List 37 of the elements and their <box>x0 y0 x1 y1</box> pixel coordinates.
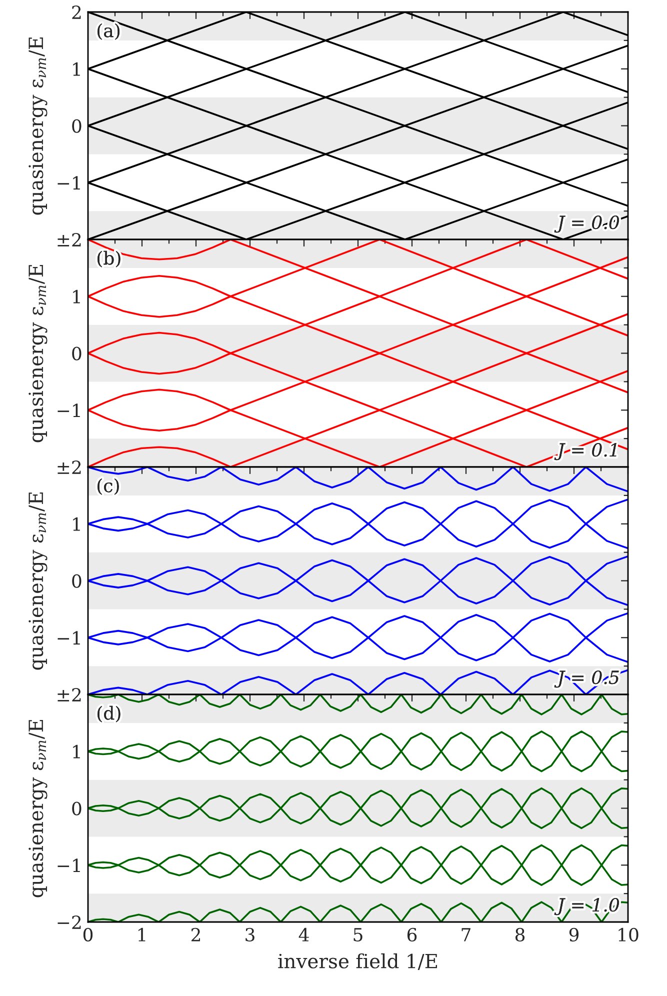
y-tick-label: −1 <box>58 176 80 190</box>
y-axis-title: quasienergy ε$_{νm}$/E <box>28 264 48 442</box>
y-tick-label: 0 <box>72 119 82 133</box>
x-tick-label: 3 <box>246 928 254 942</box>
y-tick-label: −1 <box>58 404 80 417</box>
x-tick-label: 8 <box>515 928 525 942</box>
x-tick-label: 9 <box>569 928 579 942</box>
x-tick-label: 0 <box>83 928 93 942</box>
y-axis-title: quasienergy ε$_{νm}$/E <box>28 492 48 670</box>
x-tick-label: 7 <box>462 928 470 942</box>
y-tick-label: ±2 <box>58 232 81 246</box>
x-axis-title: inverse field 1/E <box>278 953 437 970</box>
y-tick-label: −1 <box>58 858 80 872</box>
annotation: (c) <box>98 478 119 495</box>
y-tick-label: 0 <box>72 574 82 588</box>
y-tick-label: 1 <box>73 290 80 304</box>
x-tick-label: 6 <box>407 928 417 942</box>
annotation: (d) <box>98 706 120 722</box>
y-tick-label: 0 <box>72 802 82 816</box>
y-tick-label: 1 <box>73 517 80 531</box>
x-tick-label: 1 <box>138 928 146 942</box>
y-tick-label: −1 <box>58 631 80 644</box>
x-tick-label: 4 <box>298 928 309 942</box>
y-axis-title: quasienergy ε$_{νm}$/E <box>28 720 48 898</box>
y-tick-label: 1 <box>73 744 80 758</box>
annotation: (a) <box>98 23 120 40</box>
y-tick-label: −2 <box>58 915 81 929</box>
y-tick-label: 2 <box>72 5 81 19</box>
y-tick-label: ±2 <box>58 688 81 702</box>
annotation: (b) <box>98 250 120 268</box>
y-tick-label: 1 <box>73 62 80 76</box>
y-axis-title: quasienergy ε$_{νm}$/E <box>28 37 48 215</box>
y-tick-label: 0 <box>72 346 82 360</box>
x-tick-label: 5 <box>354 928 362 942</box>
y-tick-label: ±2 <box>58 460 81 474</box>
x-tick-label: 2 <box>191 928 200 942</box>
x-tick-label: 10 <box>618 928 638 942</box>
